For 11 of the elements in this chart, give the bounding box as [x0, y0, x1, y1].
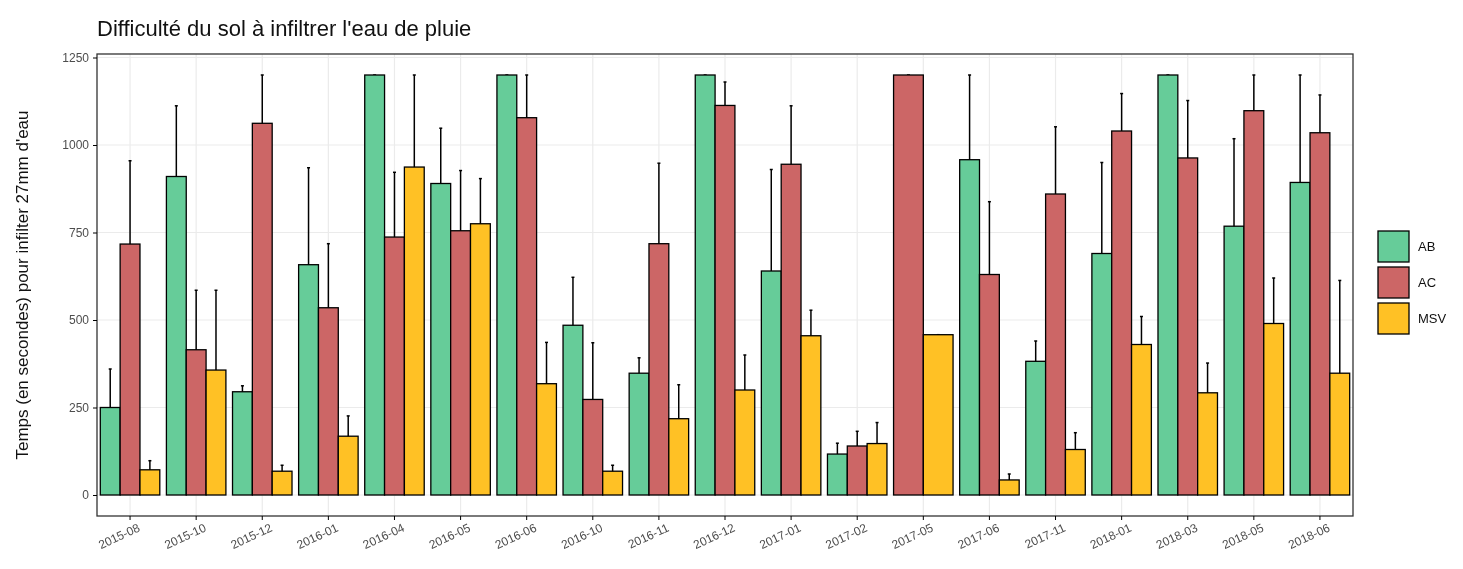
legend-label: AB: [1418, 239, 1436, 254]
y-tick-label: 0: [82, 488, 90, 503]
legend-label: AC: [1418, 275, 1437, 290]
y-axis-title: Temps (en secondes) pour infilter 27mm d'eau: [13, 110, 32, 460]
y-tick-label: 250: [68, 400, 90, 415]
y-tick-label: 750: [68, 225, 90, 240]
legend-label: MSV: [1418, 311, 1447, 326]
chart-title: Difficulté du sol à infiltrer l'eau de pluie: [97, 16, 472, 41]
y-tick-label: 500: [68, 313, 90, 328]
y-tick-label: 1250: [62, 50, 90, 65]
y-tick-label: 1000: [62, 138, 90, 153]
